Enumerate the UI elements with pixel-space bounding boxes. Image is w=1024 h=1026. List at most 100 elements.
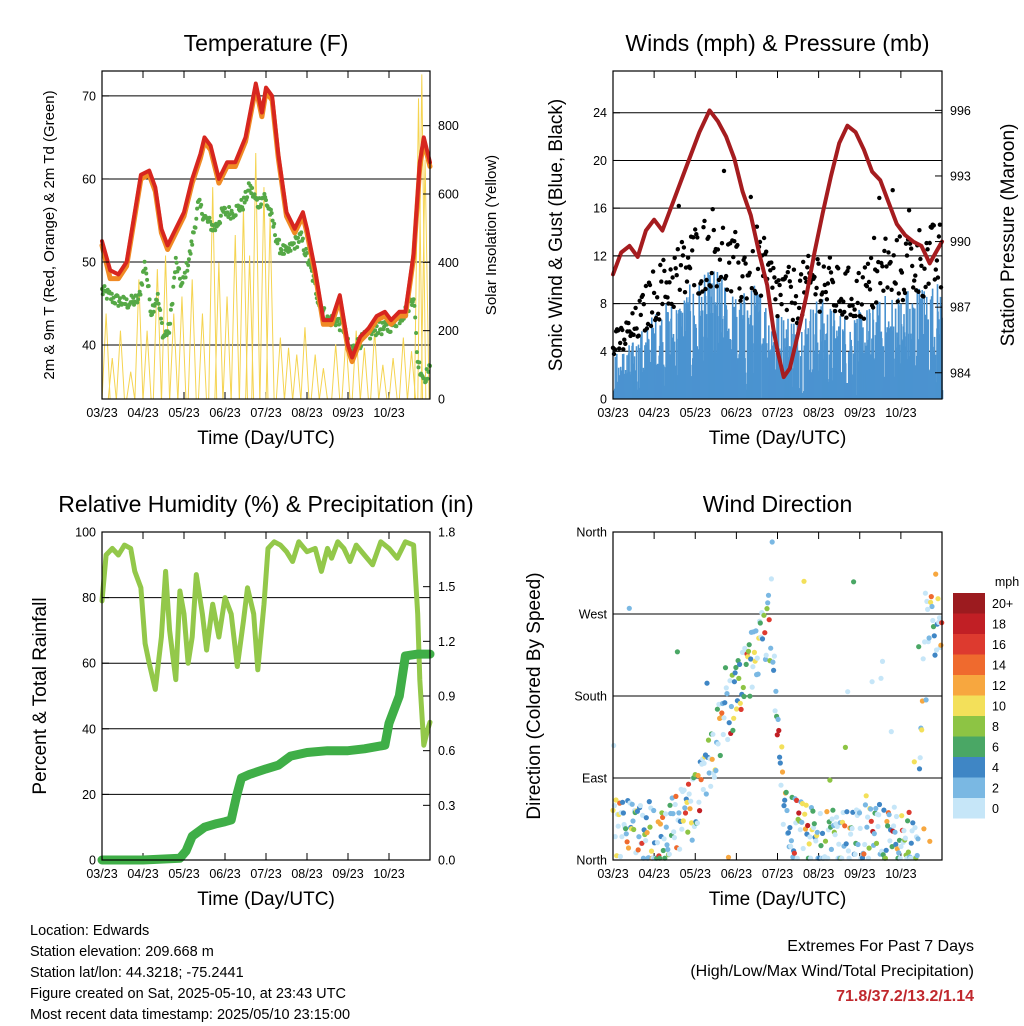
gust-point [675,273,679,277]
wind-direction-point [725,737,730,742]
solar-insolation-trace [293,355,301,399]
rh-xtick-label: 05/23 [168,867,199,881]
dewpoint-point [144,272,148,276]
wind-direction-point [727,678,732,683]
dewpoint-point [190,243,194,247]
gust-point [860,302,864,306]
wdir-xtick-label: 05/23 [680,867,711,881]
gust-point [648,283,652,287]
gust-point [631,333,635,337]
solar-insolation-trace [178,297,186,400]
wind-direction-point [611,743,616,748]
wind-direction-point [843,745,848,750]
wind-direction-point [846,848,851,853]
gust-point [882,249,886,253]
gust-point [656,312,660,316]
wind-direction-point [765,600,770,605]
gust-point [932,223,936,227]
wind-direction-point [697,808,702,813]
rh-ytick-right-label: 0.9 [438,690,455,704]
wind-direction-point [777,755,782,760]
wind-direction-point [738,701,743,706]
dewpoint-point [171,302,175,306]
speed-legend-label: 10 [992,700,1006,714]
gust-point [805,265,809,269]
gust-point [904,242,908,246]
wind-direction-point [773,708,778,713]
gust-point [732,239,736,243]
dewpoint-point [272,222,276,226]
wind-direction-point [647,825,652,830]
gust-point [898,234,902,238]
gust-point [874,300,878,304]
wind-direction-point [776,717,781,722]
gust-point [721,226,725,230]
wind-direction-point [912,759,917,764]
wind-xlabel: Time (Day/UTC) [709,428,847,449]
wind-direction-point [670,811,675,816]
dewpoint-point [145,278,149,282]
rh-ytick-right-label: 0.3 [438,799,455,813]
gust-point [724,274,728,278]
wind-direction-point [907,810,912,815]
gust-point [917,228,921,232]
wind-direction-point [792,851,797,856]
gust-point [794,294,798,298]
sonic-wind-bar [855,323,857,399]
dewpoint-point [147,284,151,288]
wdir-xtick-label: 03/23 [597,867,628,881]
dewpoint-point [199,203,203,207]
wind-direction-point [909,841,914,846]
gust-point [699,279,703,283]
wind-direction-point [884,819,889,824]
wind-direction-point [718,753,723,758]
gust-point [867,280,871,284]
gust-point [934,267,938,271]
wind-direction-point [833,832,838,837]
dewpoint-point [218,221,222,225]
wind-direction-point [935,596,940,601]
wind-direction-point [724,685,729,690]
station-info: Location: Edwards Station elevation: 209… [30,921,350,1026]
wind-direction-point [620,800,625,805]
gust-point [711,207,715,211]
wind-direction-point [681,818,686,823]
gust-point [799,272,803,276]
gust-point [759,294,763,298]
dewpoint-point [168,322,172,326]
gust-point [888,260,892,264]
wind-direction-point [921,656,926,661]
wind-direction-point [651,808,656,813]
gust-point [662,269,666,273]
gust-point [771,266,775,270]
precipitation-line [102,654,430,860]
wind-direction-point [724,691,729,696]
gust-point [797,306,801,310]
wind-direction-point [844,841,849,846]
wind-direction-point [836,842,841,847]
wind-direction-point [770,539,775,544]
wind-ytick-right-label: 987 [950,301,971,315]
gust-point [745,296,749,300]
gust-point [686,256,690,260]
wind-direction-point [715,707,720,712]
dewpoint-point [223,206,227,210]
gust-point [695,235,699,239]
wind-direction-point [766,593,771,598]
speed-legend-swatch [953,716,985,737]
wind-direction-point [672,835,677,840]
gust-point [777,283,781,287]
temp-xtick-label: 10/23 [373,406,404,420]
dewpoint-point [155,298,159,302]
gust-point [900,270,904,274]
temp-ylabel-right: Solar Insolation (Yellow) [483,155,500,315]
dewpoint-point [160,321,164,325]
gust-point [655,295,659,299]
gust-point [704,278,708,282]
gust-point [710,271,714,275]
rh-ytick-label: 100 [75,526,96,540]
gust-point [658,263,662,267]
gust-point [670,275,674,279]
wind-direction-point [891,823,896,828]
wind-direction-point [796,810,801,815]
